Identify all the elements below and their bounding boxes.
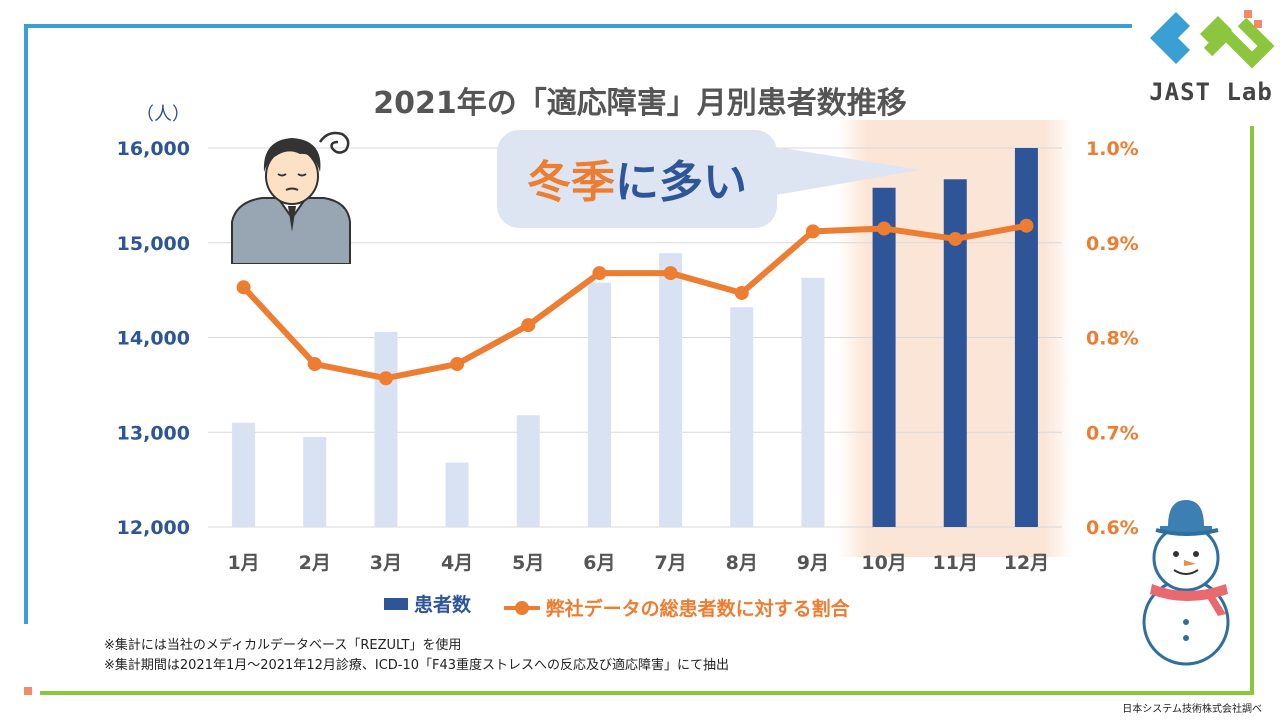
source-note: 日本システム技術株式会社調べ — [1122, 704, 1262, 715]
x-tick-label: 3月 — [370, 552, 402, 574]
footnotes: ※集計には当社のメディカルデータベース「REZULT」を使用 ※集計期間は202… — [104, 636, 729, 676]
y-left-tick-label: 16,000 — [117, 138, 190, 160]
bar — [232, 422, 256, 527]
x-tick-label: 4月 — [441, 552, 473, 574]
x-tick-label: 9月 — [797, 552, 829, 574]
bar — [801, 277, 825, 527]
bar — [730, 307, 754, 527]
callout-accent: 冬季 — [527, 157, 615, 208]
line-point — [877, 221, 892, 236]
chart-title: 2021年の「適応障害」月別患者数推移 — [373, 86, 907, 121]
line-point — [450, 357, 465, 372]
legend-label-line: 弊社データの総患者数に対する割合 — [545, 598, 850, 620]
y-right-tick-label: 0.9% — [1086, 233, 1139, 255]
line-point — [734, 285, 749, 300]
x-tick-label: 10月 — [861, 552, 906, 574]
corner-dot — [24, 687, 32, 695]
y-left-tick-label: 12,000 — [117, 517, 190, 539]
legend-swatch-bar — [384, 597, 408, 610]
x-tick-label: 11月 — [933, 552, 978, 574]
jast-lab-logo — [1150, 10, 1275, 69]
legend-swatch-line — [503, 600, 540, 615]
legend-item-line: 弊社データの総患者数に対する割合 — [503, 594, 850, 621]
worried-person-icon — [231, 131, 351, 264]
x-tick-label: 8月 — [726, 552, 758, 574]
bar — [943, 179, 967, 527]
y-left-tick-label: 14,000 — [117, 328, 190, 350]
x-tick-label: 6月 — [583, 552, 615, 574]
line-point — [521, 318, 536, 333]
callout-pointer — [770, 146, 920, 196]
bar — [374, 331, 398, 527]
y-left-unit: （人） — [136, 104, 190, 125]
line-point — [1019, 218, 1034, 233]
frame-left-line — [24, 24, 28, 624]
callout-text: 冬季に多い — [497, 146, 777, 210]
line-point — [948, 231, 963, 246]
frame-top-line — [24, 24, 1132, 28]
line-point — [236, 280, 251, 295]
y-right-tick-label: 0.6% — [1086, 517, 1139, 539]
snowman-icon — [1142, 500, 1230, 666]
footnote-1: ※集計には当社のメディカルデータベース「REZULT」を使用 — [104, 638, 462, 653]
line-point — [592, 266, 607, 281]
x-tick-label: 2月 — [299, 552, 331, 574]
y-right-tick-label: 1.0% — [1086, 138, 1139, 160]
x-tick-label: 5月 — [512, 552, 544, 574]
callout-bubble — [497, 130, 777, 228]
legend: 患者数 弊社データの総患者数に対する割合 — [384, 590, 876, 621]
y-left-tick-label: 15,000 — [117, 233, 190, 255]
frame-right-line — [1250, 126, 1254, 692]
callout-main: に多い — [615, 157, 747, 208]
line-point — [378, 371, 393, 386]
bar — [1014, 148, 1038, 527]
legend-item-bars: 患者数 — [384, 590, 471, 617]
legend-label-bars: 患者数 — [414, 594, 472, 616]
x-tick-label: 12月 — [1004, 552, 1049, 574]
line-point — [805, 224, 820, 239]
y-right-tick-label: 0.7% — [1086, 422, 1139, 444]
line-point — [307, 357, 322, 372]
bar — [303, 436, 327, 527]
logo-text: JAST Lab — [1149, 78, 1273, 106]
bar — [872, 187, 896, 528]
frame-bottom-line — [40, 691, 1254, 695]
y-right-tick-label: 0.8% — [1086, 328, 1139, 350]
x-tick-label: 7月 — [654, 552, 686, 574]
x-tick-label: 1月 — [227, 552, 259, 574]
bar — [445, 462, 469, 527]
y-left-tick-label: 13,000 — [117, 422, 190, 444]
series-line — [241, 222, 1027, 382]
bar — [516, 415, 540, 527]
footnote-2: ※集計期間は2021年1月～2021年12月診療、ICD-10「F43重度ストレ… — [104, 658, 730, 673]
line-point — [663, 266, 678, 281]
bar — [659, 253, 683, 528]
bar — [587, 282, 611, 527]
